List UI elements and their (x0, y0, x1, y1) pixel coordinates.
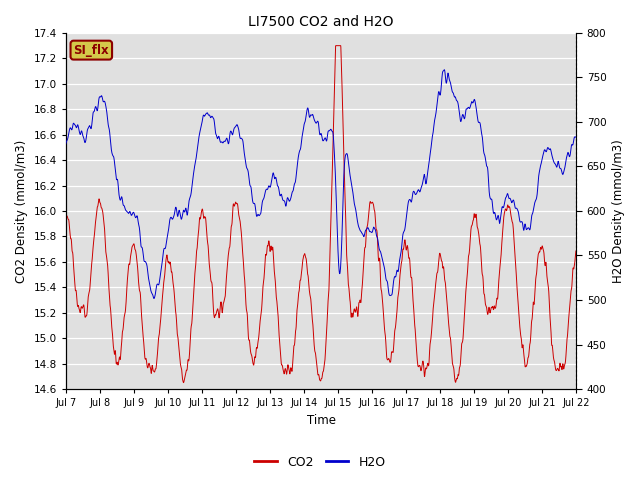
Y-axis label: H2O Density (mmol/m3): H2O Density (mmol/m3) (612, 139, 625, 283)
Text: SI_flx: SI_flx (74, 44, 109, 57)
X-axis label: Time: Time (307, 414, 335, 427)
Legend: CO2, H2O: CO2, H2O (250, 451, 390, 474)
Title: LI7500 CO2 and H2O: LI7500 CO2 and H2O (248, 15, 394, 29)
Y-axis label: CO2 Density (mmol/m3): CO2 Density (mmol/m3) (15, 139, 28, 283)
